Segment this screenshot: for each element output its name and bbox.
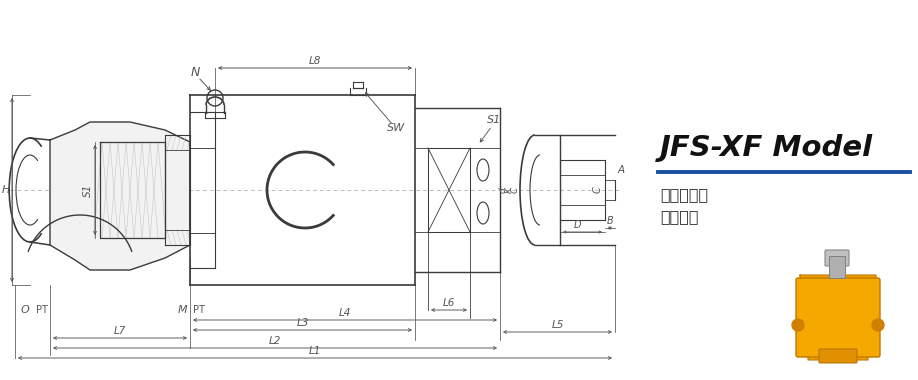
Text: H: H (2, 185, 10, 195)
Text: JFS-XF Model: JFS-XF Model (660, 134, 873, 162)
Circle shape (792, 319, 804, 331)
Polygon shape (50, 122, 190, 270)
Text: L7: L7 (114, 326, 126, 336)
Text: B: B (607, 215, 613, 225)
Text: 法兰连接: 法兰连接 (660, 209, 699, 225)
Text: K: K (505, 187, 513, 193)
Text: M: M (178, 305, 188, 315)
Text: C: C (593, 187, 603, 193)
Text: L5: L5 (552, 320, 564, 329)
Text: 内管固定式: 内管固定式 (660, 187, 708, 203)
Text: L8: L8 (308, 55, 321, 65)
Text: PT: PT (193, 305, 205, 315)
FancyBboxPatch shape (825, 250, 849, 266)
Text: A: A (618, 165, 625, 175)
Polygon shape (800, 275, 876, 360)
Text: L4: L4 (339, 307, 352, 318)
Text: L1: L1 (308, 345, 321, 356)
FancyBboxPatch shape (819, 349, 857, 363)
Circle shape (872, 319, 884, 331)
FancyBboxPatch shape (829, 256, 845, 278)
Text: S1: S1 (83, 184, 93, 196)
Text: L2: L2 (269, 336, 281, 345)
Text: PT: PT (36, 305, 48, 315)
Text: D: D (573, 220, 581, 230)
Text: SW: SW (387, 123, 405, 133)
Text: O: O (20, 305, 29, 315)
FancyBboxPatch shape (796, 278, 880, 357)
Text: d: d (498, 187, 508, 193)
Text: L3: L3 (297, 318, 308, 328)
Text: N: N (190, 65, 200, 79)
Text: L6: L6 (442, 298, 455, 307)
Text: S1: S1 (487, 115, 501, 125)
Text: C: C (510, 187, 520, 193)
